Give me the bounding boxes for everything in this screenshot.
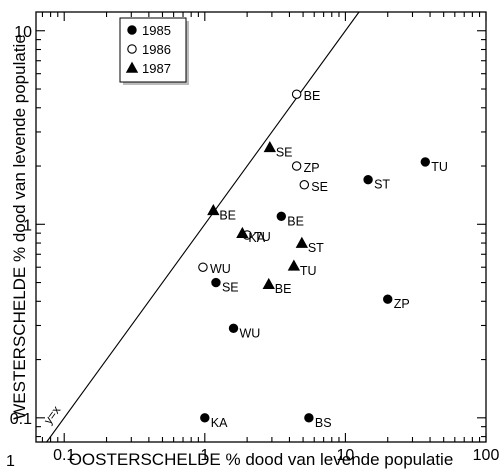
y-tick-label: 10 xyxy=(14,24,32,41)
point-label: BE xyxy=(219,208,236,222)
point-label: TU xyxy=(300,264,317,278)
point-label: SE xyxy=(311,180,328,194)
legend-entry: 1986 xyxy=(142,42,171,57)
point-label: SE xyxy=(276,145,293,159)
x-tick-label: 0.1 xyxy=(53,447,75,464)
x-tick-label: 10 xyxy=(337,447,355,464)
point-label: SE xyxy=(222,281,239,295)
ticks-layer: 0.1 1 10 100 0.1 1 10 xyxy=(10,12,500,464)
data-point-1985 xyxy=(363,174,373,185)
data-point-1986 xyxy=(198,262,208,272)
data-point-1987 xyxy=(287,259,301,271)
point-label: KA xyxy=(248,231,265,245)
point-label: BS xyxy=(315,416,332,430)
data-point-1987 xyxy=(262,277,275,290)
point-label: ZP xyxy=(394,297,410,311)
data-point-1985 xyxy=(304,413,314,423)
x-tick-label: 1 xyxy=(200,447,209,464)
data-point-1985 xyxy=(420,157,430,167)
point-label: ZP xyxy=(304,161,320,175)
point-label: WU xyxy=(240,326,261,340)
diagonal-layer: y=x xyxy=(41,11,360,443)
data-point-1985 xyxy=(200,413,210,423)
points-layer: TU ST BE ZP SE WU KA BS BE ZP SE TU WU SE BE KA ST TU BE xyxy=(198,89,448,430)
data-point-1987 xyxy=(236,226,249,238)
y-axis-title: WESTERSCHELDE % dood van levende populat… xyxy=(10,34,29,420)
point-label: WU xyxy=(210,262,231,276)
point-label: TU xyxy=(254,230,271,244)
data-point-1985 xyxy=(276,211,287,221)
data-point-1987 xyxy=(295,236,309,248)
data-point-1987 xyxy=(263,140,276,153)
data-point-1985 xyxy=(383,294,393,304)
data-point-1986 xyxy=(291,89,302,99)
data-point-1985 xyxy=(228,323,239,334)
diagonal-line xyxy=(46,11,360,443)
point-label: TU xyxy=(431,160,448,174)
legend-entry: 1985 xyxy=(142,23,171,38)
data-point-1985 xyxy=(211,277,221,288)
data-point-1986 xyxy=(291,161,302,171)
point-label: ST xyxy=(308,241,324,255)
legend: 1985 1986 1987 xyxy=(119,17,189,85)
corner-label: 1 xyxy=(6,453,15,470)
y-tick-label: 0.1 xyxy=(10,411,32,428)
legend-marker-1985 xyxy=(127,25,137,35)
x-tick-label: 100 xyxy=(473,447,500,464)
point-label: ST xyxy=(374,178,390,192)
point-label: BE xyxy=(287,214,304,228)
x-axis-title: OOSTERSCHELDE % dood van levende populat… xyxy=(69,450,454,469)
legend-marker-1986 xyxy=(127,44,137,54)
legend-entry: 1987 xyxy=(142,61,171,76)
data-point-1986 xyxy=(299,180,310,190)
point-label: BE xyxy=(275,282,292,296)
point-label: BE xyxy=(304,89,321,103)
data-point-1987 xyxy=(207,204,220,216)
plot-frame xyxy=(35,11,487,443)
legend-marker-1987 xyxy=(125,61,139,73)
y-tick-label: 1 xyxy=(23,217,32,234)
point-label: KA xyxy=(211,416,228,430)
